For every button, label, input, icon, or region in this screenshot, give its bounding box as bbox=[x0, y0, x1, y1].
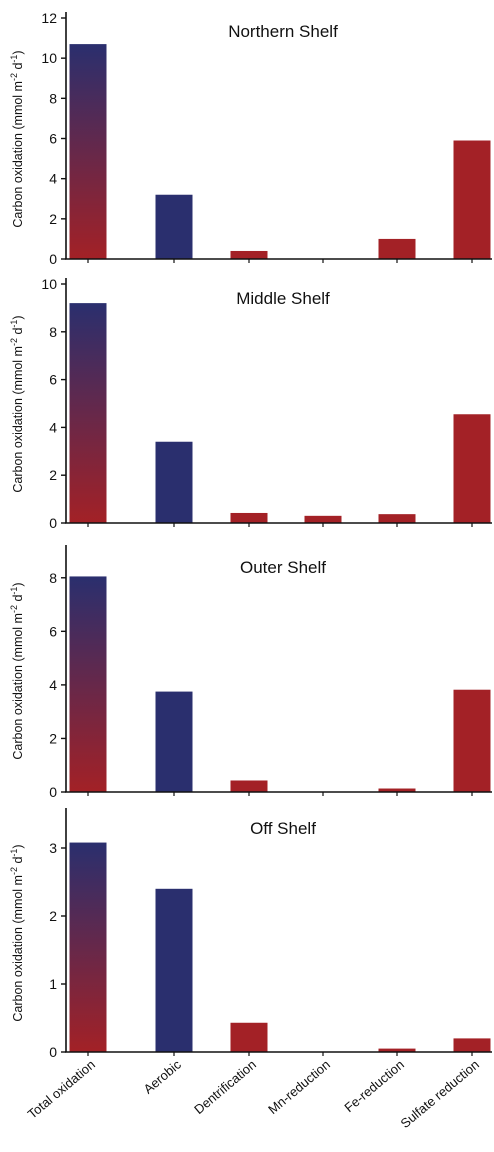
bar-aerobic bbox=[155, 691, 193, 792]
y-axis-label: Carbon oxidation (mmol m-2 d-1) bbox=[9, 50, 25, 227]
bar-sulfate-reduction bbox=[453, 689, 491, 792]
y-tick-label: 0 bbox=[49, 515, 57, 531]
x-category-label: Sulfate reduction bbox=[398, 1057, 482, 1131]
y-axis-label: Carbon oxidation (mmol m-2 d-1) bbox=[9, 315, 25, 492]
bar-sulfate-reduction bbox=[453, 140, 491, 259]
panel-title: Middle Shelf bbox=[236, 289, 330, 308]
y-tick-label: 6 bbox=[49, 623, 57, 639]
bar-aerobic bbox=[155, 194, 193, 259]
bar-fe-reduction bbox=[378, 238, 416, 259]
y-tick-label: 4 bbox=[49, 419, 57, 435]
x-category-label: Fe-reduction bbox=[341, 1057, 407, 1115]
y-tick-label: 6 bbox=[49, 372, 57, 388]
bar-fe-reduction bbox=[378, 788, 416, 792]
y-tick-label: 0 bbox=[49, 784, 57, 800]
bar-sulfate-reduction bbox=[453, 1038, 491, 1052]
y-tick-label: 1 bbox=[49, 976, 57, 992]
y-tick-label: 2 bbox=[49, 211, 57, 227]
x-category-label: Aerobic bbox=[141, 1056, 185, 1096]
y-tick-label: 8 bbox=[49, 570, 57, 586]
bar-mn-reduction bbox=[304, 515, 342, 523]
y-tick-label: 6 bbox=[49, 131, 57, 147]
panel-title: Northern Shelf bbox=[228, 22, 338, 41]
y-tick-label: 10 bbox=[41, 276, 57, 292]
chart-panel-3: 0 2 4 6 8 Outer Shelf Carbon oxidation (mmol m… bbox=[9, 545, 492, 800]
bar-aerobic bbox=[155, 441, 193, 523]
bar-total-oxidation bbox=[69, 44, 107, 259]
bar-dentrification bbox=[230, 780, 268, 792]
y-tick-label: 10 bbox=[41, 50, 57, 66]
chart-panel-4: 0 1 2 3 Off Shelf Carbon oxidation (mmol m-2 … bbox=[9, 808, 492, 1060]
y-tick-label: 2 bbox=[49, 908, 57, 924]
y-tick-label: 2 bbox=[49, 730, 57, 746]
y-tick-label: 4 bbox=[49, 171, 57, 187]
y-tick-label: 12 bbox=[41, 10, 57, 26]
y-tick-label: 8 bbox=[49, 90, 57, 106]
chart-panel-2: 0 2 4 6 8 10 Middle Shelf Carbon oxidation (mmo… bbox=[9, 276, 492, 531]
bar-aerobic bbox=[155, 888, 193, 1052]
y-tick-label: 3 bbox=[49, 840, 57, 856]
bar-total-oxidation bbox=[69, 576, 107, 792]
bar-fe-reduction bbox=[378, 514, 416, 523]
y-tick-label: 0 bbox=[49, 1044, 57, 1060]
chart-panel-1: 0 2 4 6 8 10 12 Northern Shelf Carbon oxidation … bbox=[9, 10, 492, 267]
y-tick-label: 4 bbox=[49, 677, 57, 693]
x-category-label: Mn-reduction bbox=[265, 1057, 333, 1117]
bar-dentrification bbox=[230, 250, 268, 259]
bar-total-oxidation bbox=[69, 842, 107, 1052]
y-axis-label: Carbon oxidation (mmol m-2 d-1) bbox=[9, 582, 25, 759]
bar-fe-reduction bbox=[378, 1048, 416, 1052]
y-tick-label: 8 bbox=[49, 324, 57, 340]
y-tick-label: 0 bbox=[49, 251, 57, 267]
panel-title: Outer Shelf bbox=[240, 558, 326, 577]
bar-sulfate-reduction bbox=[453, 414, 491, 523]
y-axis-label: Carbon oxidation (mmol m-2 d-1) bbox=[9, 844, 25, 1021]
bar-total-oxidation bbox=[69, 303, 107, 523]
y-tick-label: 2 bbox=[49, 467, 57, 483]
x-category-label: Total oxidation bbox=[25, 1057, 98, 1122]
bar-dentrification bbox=[230, 512, 268, 523]
x-category-label: Dentrification bbox=[191, 1057, 259, 1117]
panel-title: Off Shelf bbox=[250, 819, 316, 838]
bar-dentrification bbox=[230, 1022, 268, 1052]
